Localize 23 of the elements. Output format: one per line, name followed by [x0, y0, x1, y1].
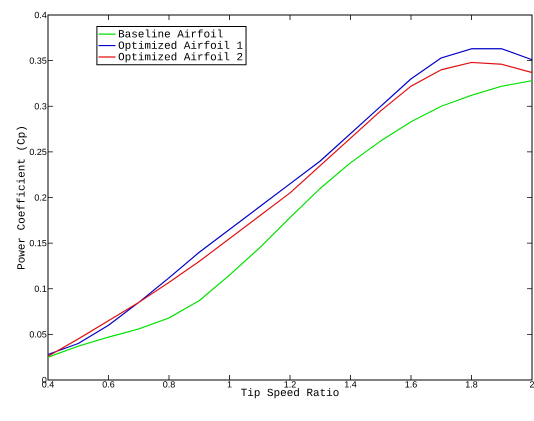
- y-tick-label: 0.2: [34, 194, 46, 201]
- x-tick-label: 0.6: [102, 381, 114, 388]
- x-tick-label: 1.8: [466, 381, 478, 388]
- y-tick-label: 0.35: [30, 57, 46, 64]
- x-tick-label: 0.8: [163, 381, 175, 388]
- legend-label: Baseline Airfoil: [118, 29, 223, 38]
- y-tick-label: 0.15: [30, 240, 46, 246]
- y-tick-label: 0.25: [30, 148, 46, 156]
- y-tick-label: 0.1: [34, 286, 46, 292]
- y-tick-label: 0.4: [34, 12, 47, 18]
- x-tick-label: 1: [228, 381, 232, 388]
- y-tick-label: 0: [42, 376, 46, 384]
- x-tick-label: 0.4: [42, 381, 54, 388]
- legend-label: Optimized Airfoil 2: [118, 52, 242, 62]
- y-axis-title: Power Coefficient (Cp): [16, 127, 27, 269]
- x-axis-title: Tip Speed Ratio: [241, 388, 339, 398]
- x-tick-label: 1.2: [284, 381, 296, 388]
- x-tick-label: 1.6: [405, 381, 417, 388]
- y-tick-label: 0.3: [34, 103, 46, 110]
- x-tick-label: 1.4: [344, 381, 356, 388]
- x-tick-label: 2: [530, 381, 534, 388]
- legend-label: Optimized Airfoil 1: [118, 40, 242, 52]
- y-tick-label: 0.05: [30, 331, 46, 338]
